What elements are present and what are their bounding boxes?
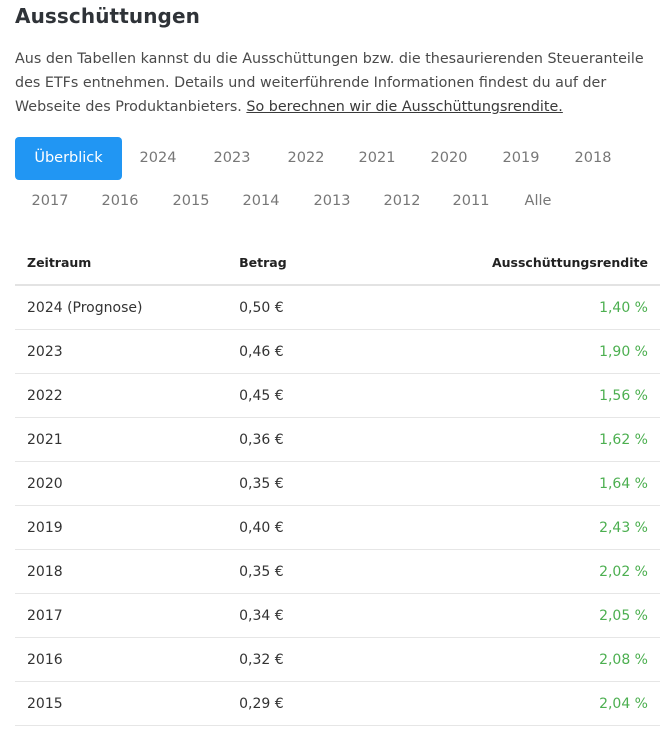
- cell-period: 2018: [15, 549, 228, 594]
- tab-2014[interactable]: 2014: [242, 193, 280, 209]
- distributions-table: Zeitraum Betrag Ausschüttungsrendite 202…: [15, 240, 660, 726]
- cell-amount: 0,36 €: [227, 417, 387, 462]
- cell-yield: 1,56 %: [386, 373, 660, 418]
- tab-2012[interactable]: 2012: [383, 193, 421, 209]
- cell-amount: 0,32 €: [227, 637, 387, 682]
- cell-amount: 0,29 €: [227, 681, 387, 726]
- cell-period: 2024 (Prognose): [15, 285, 228, 330]
- table-row: 2020 0,35 € 1,64 %: [15, 461, 660, 506]
- cell-period: 2020: [15, 461, 228, 506]
- table-row: 2016 0,32 € 2,08 %: [15, 637, 660, 682]
- cell-period: 2021: [15, 417, 228, 462]
- tab-2015[interactable]: 2015: [172, 193, 210, 209]
- header-period: Zeitraum: [15, 240, 228, 286]
- tab-2023[interactable]: 2023: [213, 150, 251, 166]
- table-row: 2018 0,35 € 2,02 %: [15, 549, 660, 594]
- intro-body: Aus den Tabellen kannst du die Ausschütt…: [15, 51, 644, 115]
- tab-2020[interactable]: 2020: [430, 150, 468, 166]
- cell-period: 2015: [15, 681, 228, 726]
- cell-yield: 2,02 %: [386, 549, 660, 594]
- cell-amount: 0,35 €: [227, 461, 387, 506]
- header-amount: Betrag: [227, 240, 387, 286]
- cell-amount: 0,50 €: [227, 285, 387, 330]
- cell-amount: 0,35 €: [227, 549, 387, 594]
- cell-amount: 0,34 €: [227, 593, 387, 638]
- table-header-row: Zeitraum Betrag Ausschüttungsrendite: [15, 240, 660, 286]
- cell-yield: 2,08 %: [386, 637, 660, 682]
- table-row: 2017 0,34 € 2,05 %: [15, 593, 660, 638]
- cell-period: 2022: [15, 373, 228, 418]
- cell-yield: 2,43 %: [386, 505, 660, 550]
- header-yield: Ausschüttungsrendite: [386, 240, 660, 286]
- cell-yield: 2,05 %: [386, 593, 660, 638]
- tab-2017[interactable]: 2017: [31, 193, 69, 209]
- cell-amount: 0,40 €: [227, 505, 387, 550]
- cell-amount: 0,45 €: [227, 373, 387, 418]
- tab-2021[interactable]: 2021: [358, 150, 396, 166]
- table-row: 2019 0,40 € 2,43 %: [15, 505, 660, 550]
- table-row: 2015 0,29 € 2,04 %: [15, 681, 660, 726]
- tab-2024[interactable]: 2024: [139, 150, 177, 166]
- tab-all[interactable]: Alle: [524, 193, 552, 209]
- table-row: 2021 0,36 € 1,62 %: [15, 417, 660, 462]
- cell-period: 2016: [15, 637, 228, 682]
- cell-period: 2023: [15, 329, 228, 374]
- intro-text: Aus den Tabellen kannst du die Ausschütt…: [15, 47, 655, 119]
- tab-2016[interactable]: 2016: [101, 193, 139, 209]
- cell-period: 2019: [15, 505, 228, 550]
- cell-yield: 1,62 %: [386, 417, 660, 462]
- cell-yield: 2,04 %: [386, 681, 660, 726]
- section-title: Ausschüttungen: [15, 4, 200, 28]
- cell-yield: 1,40 %: [386, 285, 660, 330]
- table-row: 2024 (Prognose) 0,50 € 1,40 %: [15, 285, 660, 330]
- tab-2011[interactable]: 2011: [452, 193, 490, 209]
- tab-2013[interactable]: 2013: [313, 193, 351, 209]
- table-row: 2022 0,45 € 1,56 %: [15, 373, 660, 418]
- tab-2018[interactable]: 2018: [574, 150, 612, 166]
- yield-calculation-link[interactable]: So berechnen wir die Ausschüttungsrendit…: [246, 99, 563, 115]
- tab-2022[interactable]: 2022: [287, 150, 325, 166]
- tab-2019[interactable]: 2019: [502, 150, 540, 166]
- cell-yield: 1,90 %: [386, 329, 660, 374]
- cell-yield: 1,64 %: [386, 461, 660, 506]
- cell-period: 2017: [15, 593, 228, 638]
- tab-overview[interactable]: Überblick: [15, 137, 122, 180]
- table-row: 2023 0,46 € 1,90 %: [15, 329, 660, 374]
- cell-amount: 0,46 €: [227, 329, 387, 374]
